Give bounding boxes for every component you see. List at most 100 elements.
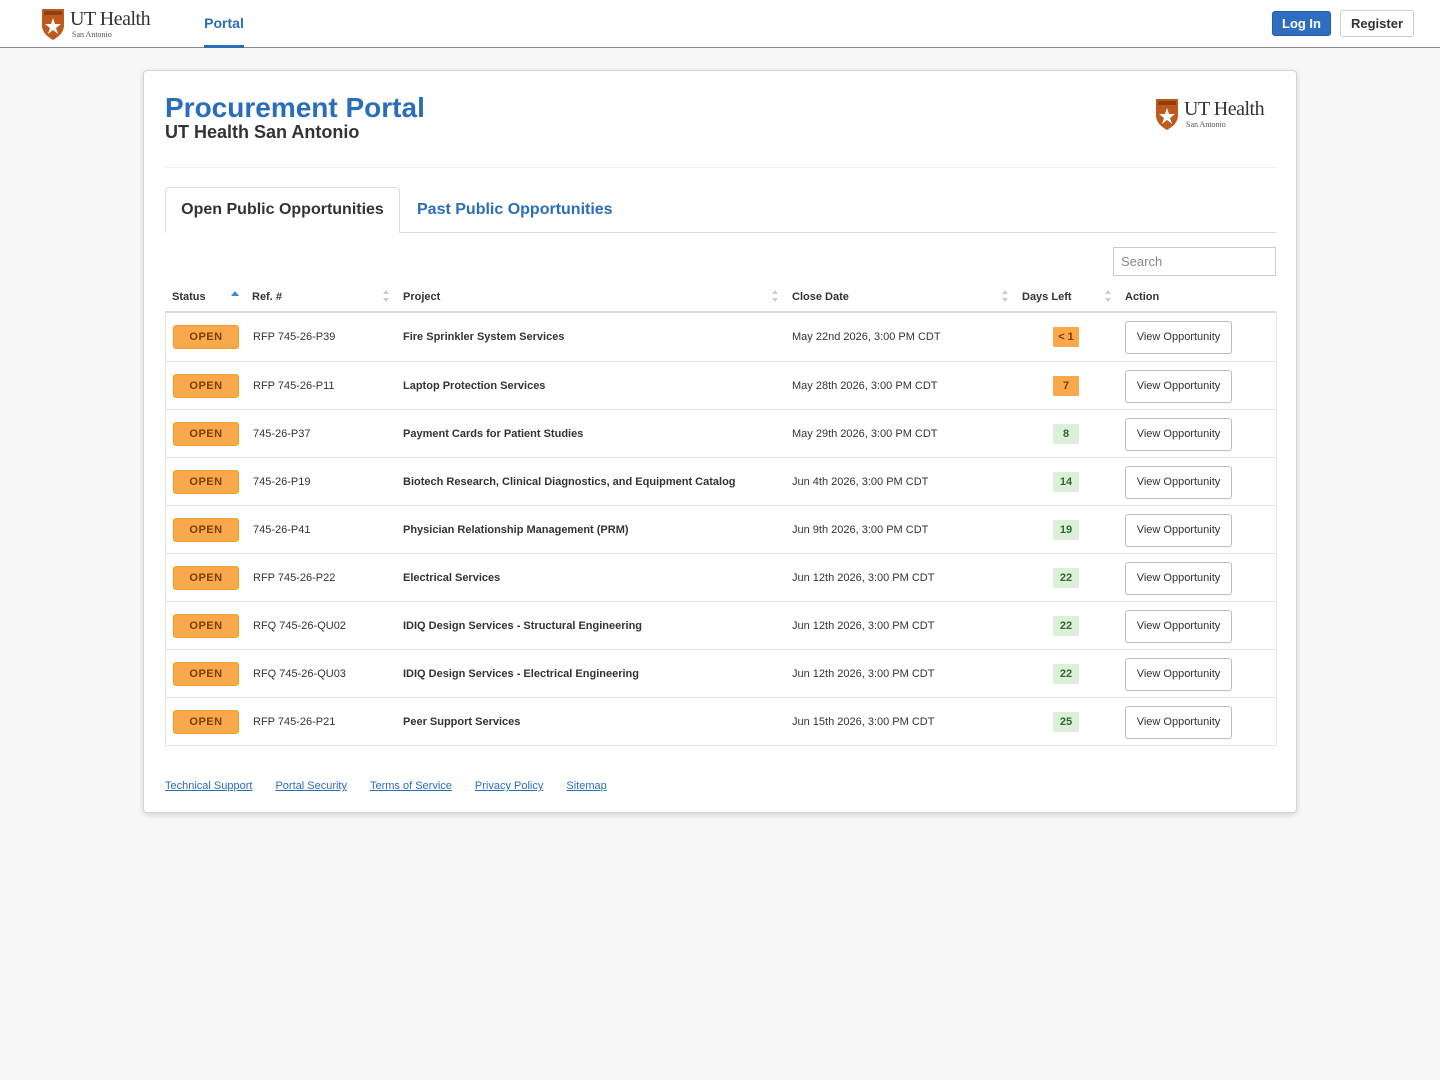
days-left-badge: 22 [1053,616,1079,636]
column-header-action: Action [1125,291,1160,303]
table-row: OPEN 745-26-P41 Physician Relationship Man… [166,505,1276,553]
view-opportunity-button[interactable]: View Opportunity [1125,609,1232,643]
days-left-badge: 25 [1053,712,1079,732]
view-opportunity-button[interactable]: View Opportunity [1125,561,1232,595]
tab-open-opportunities[interactable]: Open Public Opportunities [165,187,400,233]
table-row: OPEN RFP 745-26-P21 Peer Support Services J… [166,697,1276,745]
logo-subtext: San Antonio [72,30,112,39]
project-name: Biotech Research, Clinical Diagnostics, … [403,476,736,488]
ref-number: RFP 745-26-P11 [253,380,335,392]
table-row: OPEN RFQ 745-26-QU02 IDIQ Design Services … [166,601,1276,649]
close-date: Jun 4th 2026, 3:00 PM CDT [792,476,929,488]
view-opportunity-button[interactable]: View Opportunity [1125,465,1232,499]
ref-number: 745-26-P19 [253,476,311,488]
project-name: Payment Cards for Patient Studies [403,428,584,440]
table-row: OPEN RFP 745-26-P39 Fire Sprinkler System … [166,313,1276,361]
footer-links: Technical Support Portal Security Terms of… [165,780,607,792]
table-row: OPEN 745-26-P19 Biotech Research, Clinical… [166,457,1276,505]
ref-number: RFQ 745-26-QU03 [253,668,346,680]
column-header-close-date[interactable]: Close Date [792,291,849,303]
login-button[interactable]: Log In [1272,11,1331,36]
shield-star-icon [1154,97,1180,131]
sort-icon[interactable] [1001,289,1009,303]
close-date: Jun 9th 2026, 3:00 PM CDT [792,524,929,536]
close-date: Jun 15th 2026, 3:00 PM CDT [792,716,935,728]
tab-past-opportunities[interactable]: Past Public Opportunities [417,201,613,218]
footer-link-privacy-policy[interactable]: Privacy Policy [474,780,544,792]
view-opportunity-button[interactable]: View Opportunity [1125,369,1232,403]
close-date: May 29th 2026, 3:00 PM CDT [792,428,938,440]
shield-star-icon [40,7,66,41]
close-date: Jun 12th 2026, 3:00 PM CDT [792,572,935,584]
days-left-badge: 19 [1053,520,1079,540]
table-body: OPEN RFP 745-26-P39 Fire Sprinkler System … [165,313,1277,746]
close-date: May 22nd 2026, 3:00 PM CDT [792,331,941,343]
close-date: May 28th 2026, 3:00 PM CDT [792,380,938,392]
days-left-badge: 14 [1053,472,1079,492]
project-name: Physician Relationship Management (PRM) [403,524,629,536]
project-name: Fire Sprinkler System Services [403,331,565,343]
project-name: Laptop Protection Services [403,380,546,392]
status-badge: OPEN [173,518,239,542]
status-badge: OPEN [173,325,239,349]
project-name: IDIQ Design Services - Electrical Engine… [403,668,639,680]
sort-icon[interactable] [1104,289,1112,303]
column-header-days-left[interactable]: Days Left [1022,291,1072,303]
days-left-badge: 22 [1053,664,1079,684]
status-badge: OPEN [173,422,239,446]
tab-portal[interactable]: Portal [204,0,244,48]
status-badge: OPEN [173,662,239,686]
status-badge: OPEN [173,710,239,734]
status-badge: OPEN [173,470,239,494]
footer-link-technical-support[interactable]: Technical Support [165,780,253,792]
table-row: OPEN 745-26-P37 Payment Cards for Patient … [166,409,1276,457]
top-navbar: UT Health San Antonio Portal Log In Regi… [0,0,1440,48]
view-opportunity-button[interactable]: View Opportunity [1125,705,1232,739]
close-date: Jun 12th 2026, 3:00 PM CDT [792,620,935,632]
project-name: Electrical Services [403,572,501,584]
register-button[interactable]: Register [1340,10,1414,37]
search-input[interactable] [1113,247,1276,276]
card-logo: UT Health San Antonio [1154,97,1265,131]
table-row: OPEN RFQ 745-26-QU03 IDIQ Design Services … [166,649,1276,697]
table-header: Status Ref. # Project Close Date Days Le… [165,281,1277,313]
header-divider [165,167,1277,168]
footer-link-portal-security[interactable]: Portal Security [275,780,347,792]
status-badge: OPEN [173,566,239,590]
logo-subtext: San Antonio [1186,120,1226,129]
days-left-badge: < 1 [1053,327,1079,347]
project-name: Peer Support Services [403,716,521,728]
opportunities-table: Status Ref. # Project Close Date Days Le… [165,281,1277,746]
sort-asc-icon[interactable] [231,289,239,303]
sort-icon[interactable] [382,289,390,303]
column-header-ref[interactable]: Ref. # [252,291,282,303]
status-badge: OPEN [173,374,239,398]
page-subtitle: UT Health San Antonio [165,122,360,142]
close-date: Jun 12th 2026, 3:00 PM CDT [792,668,935,680]
page-title: Procurement Portal [165,92,425,123]
table-row: OPEN RFP 745-26-P11 Laptop Protection Serv… [166,361,1276,409]
view-opportunity-button[interactable]: View Opportunity [1125,513,1232,547]
column-header-project[interactable]: Project [403,291,441,303]
portal-card: Procurement Portal UT Health San Antonio… [143,70,1297,813]
ref-number: 745-26-P37 [253,428,311,440]
days-left-badge: 8 [1053,424,1079,444]
column-header-status[interactable]: Status [172,291,206,303]
logo-text: UT Health [70,8,151,30]
ref-number: RFP 745-26-P21 [253,716,336,728]
project-name: IDIQ Design Services - Structural Engine… [403,620,643,632]
footer-link-sitemap[interactable]: Sitemap [566,780,607,792]
view-opportunity-button[interactable]: View Opportunity [1125,320,1232,354]
opportunity-tabs: Open Public Opportunities Past Public Op… [165,187,1277,233]
days-left-badge: 22 [1053,568,1079,588]
ut-health-logo[interactable]: UT Health San Antonio [40,5,160,43]
table-row: OPEN RFP 745-26-P22 Electrical Services Jun… [166,553,1276,601]
view-opportunity-button[interactable]: View Opportunity [1125,417,1232,451]
ref-number: RFQ 745-26-QU02 [253,620,346,632]
sort-icon[interactable] [771,289,779,303]
ref-number: RFP 745-26-P22 [253,572,336,584]
status-badge: OPEN [173,614,239,638]
view-opportunity-button[interactable]: View Opportunity [1125,657,1232,691]
ref-number: RFP 745-26-P39 [253,331,336,343]
footer-link-terms-of-service[interactable]: Terms of Service [369,780,452,792]
